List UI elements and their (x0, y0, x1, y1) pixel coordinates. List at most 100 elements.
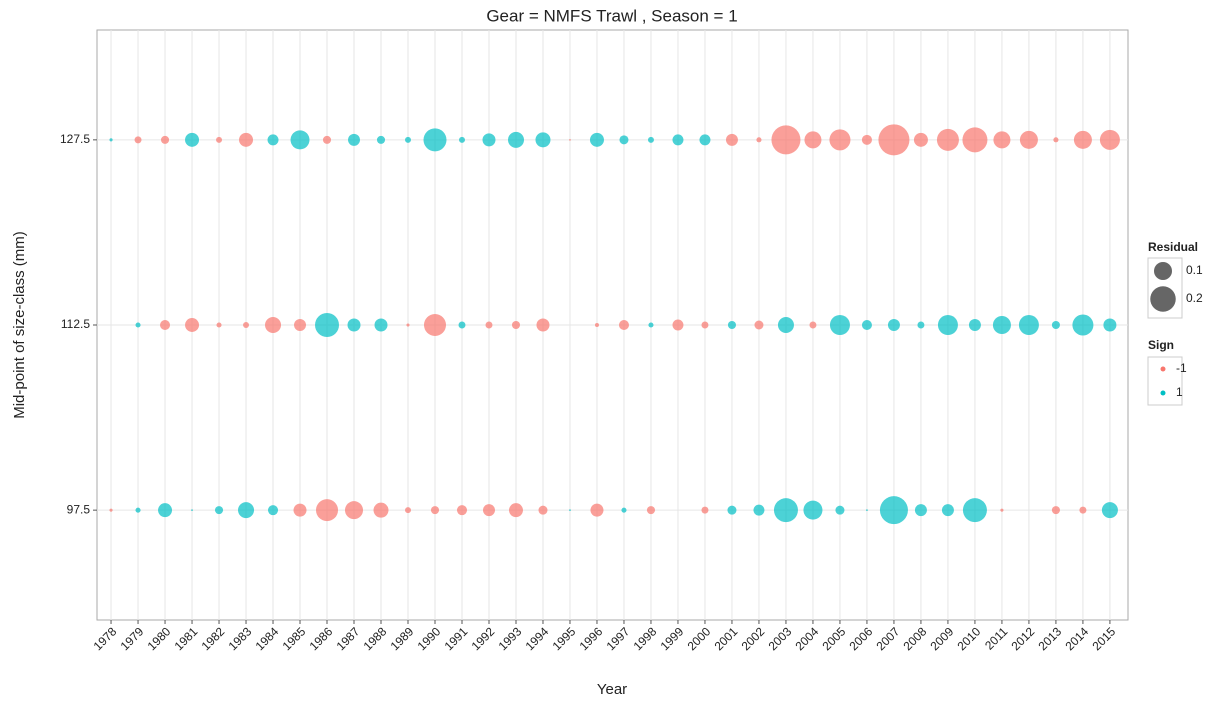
bubble (590, 503, 604, 517)
bubble (376, 135, 386, 144)
x-tick-label: 1996 (577, 624, 606, 653)
bubble (756, 137, 762, 143)
bubble (771, 125, 801, 155)
bubble (1101, 502, 1118, 519)
bubble (569, 509, 571, 512)
bubble (185, 132, 200, 147)
bubble (293, 503, 307, 517)
bubble (243, 322, 250, 328)
bubble (322, 135, 332, 144)
legend-label: 0.1 (1186, 263, 1203, 277)
bubble (773, 498, 798, 523)
bubble (406, 323, 410, 327)
bubble (993, 131, 1011, 149)
bubble (647, 136, 654, 143)
bubble (589, 132, 604, 147)
bubble (294, 319, 306, 331)
x-tick-label: 2002 (739, 624, 768, 653)
bubble (290, 130, 310, 150)
bubble (879, 496, 908, 525)
bubble (699, 134, 711, 146)
bubble (135, 507, 141, 513)
x-tick-label: 1980 (145, 624, 174, 653)
bubble (727, 320, 736, 330)
x-tick-label: 1983 (226, 624, 255, 653)
bubble (160, 319, 171, 331)
x-tick-label: 1984 (253, 624, 282, 653)
y-tick-label: 97.5 (67, 502, 91, 516)
bubble (861, 319, 872, 331)
bubble (265, 316, 282, 334)
bubble (1073, 130, 1092, 149)
bubble (887, 319, 900, 331)
y-axis-label: Mid-point of size-class (mm) (11, 231, 28, 419)
bubble (937, 315, 958, 335)
bubble (1103, 318, 1117, 332)
bubble (804, 131, 822, 149)
bubble (936, 128, 959, 151)
bubble (672, 319, 684, 331)
x-tick-label: 1985 (280, 624, 309, 653)
bubble (161, 135, 170, 144)
bubble (109, 138, 113, 142)
x-tick-label: 1997 (604, 624, 633, 653)
x-tick-label: 1986 (307, 624, 336, 653)
bubble (962, 498, 987, 523)
bubble (829, 129, 851, 151)
bubble (1051, 320, 1060, 330)
y-tick-label: 112.5 (61, 317, 90, 331)
bubble (482, 133, 496, 147)
x-tick-label: 1978 (91, 624, 120, 653)
sign-legend-box (1147, 356, 1183, 406)
bubble (754, 320, 764, 330)
bubble (618, 319, 629, 331)
bubble (913, 132, 928, 147)
chart-title: Gear = NMFS Trawl , Season = 1 (486, 6, 737, 25)
bubble (347, 318, 361, 332)
bubble (456, 505, 468, 516)
bubble (725, 133, 738, 146)
x-tick-label: 2004 (793, 624, 822, 653)
x-tick-label: 1979 (118, 624, 147, 653)
legend-sign-key (1160, 366, 1166, 372)
legend-title: Residual (1148, 240, 1198, 254)
bubble (803, 500, 823, 520)
bubble (348, 133, 360, 146)
bubble (1053, 137, 1059, 143)
legend-label: 1 (1176, 385, 1183, 399)
legend-size-key (1150, 286, 1176, 312)
bubble (216, 136, 223, 143)
bubble (962, 127, 988, 153)
bubble (135, 322, 141, 328)
bubble (423, 313, 446, 337)
bubble (509, 503, 523, 518)
legend-title: Sign (1148, 338, 1174, 352)
bubble (458, 321, 466, 329)
bubble (1000, 508, 1004, 512)
bubble (672, 134, 684, 146)
bubble (753, 504, 765, 516)
bubble (423, 128, 447, 152)
bubble (216, 322, 222, 328)
bubble (536, 318, 550, 332)
bubble (315, 313, 340, 337)
bubble (917, 321, 925, 329)
x-tick-label: 1982 (199, 624, 228, 653)
bubble (777, 316, 794, 334)
x-tick-label: 1988 (361, 624, 390, 653)
x-tick-label: 2000 (685, 624, 714, 653)
bubble (866, 509, 868, 512)
legend-label: 0.2 (1186, 291, 1203, 305)
bubble (267, 134, 279, 146)
bubble (878, 124, 910, 156)
bubble (507, 131, 524, 148)
bubble (1072, 314, 1094, 336)
y-tick-label: 127.5 (60, 132, 90, 146)
bubble (569, 138, 571, 141)
bubble (405, 507, 411, 514)
bubble (485, 321, 493, 329)
bubble (648, 322, 654, 328)
bubble (835, 505, 845, 515)
bubble (459, 136, 465, 143)
bubble (538, 505, 548, 515)
